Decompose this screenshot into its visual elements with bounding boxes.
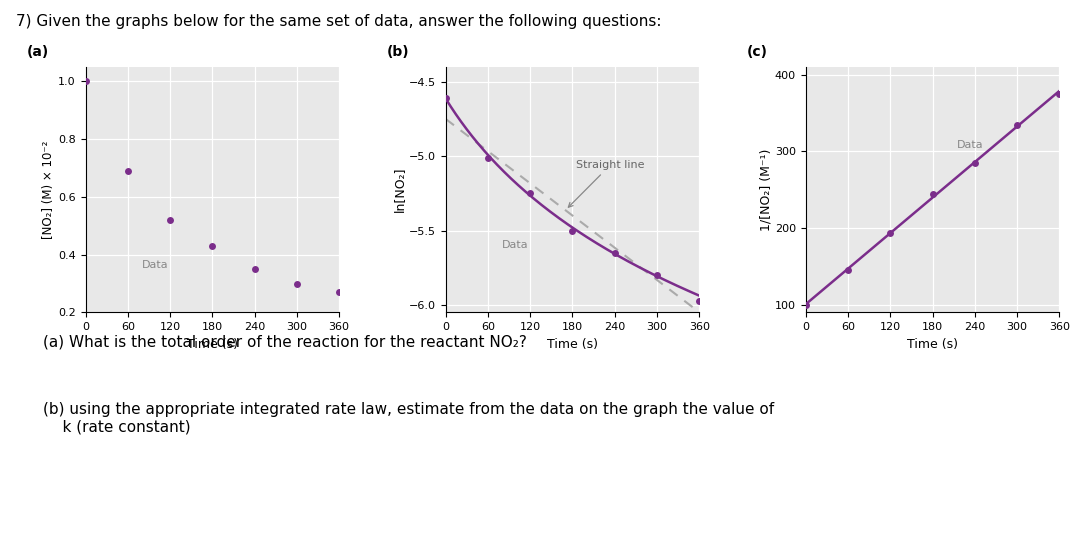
Text: Data: Data	[502, 240, 529, 251]
Text: (a): (a)	[27, 45, 49, 59]
Text: (a) What is the total order of the reaction for the reactant NO₂?: (a) What is the total order of the react…	[43, 335, 526, 350]
X-axis label: Time (s): Time (s)	[907, 338, 958, 351]
Text: 7) Given the graphs below for the same set of data, answer the following questio: 7) Given the graphs below for the same s…	[16, 14, 661, 29]
Text: (b): (b)	[387, 45, 410, 59]
X-axis label: Time (s): Time (s)	[187, 338, 238, 351]
Text: (c): (c)	[747, 45, 768, 59]
Text: (b) using the appropriate integrated rate law, estimate from the data on the gra: (b) using the appropriate integrated rat…	[43, 402, 774, 434]
Text: Straight line: Straight line	[568, 160, 644, 207]
Text: Data: Data	[142, 259, 169, 270]
X-axis label: Time (s): Time (s)	[547, 338, 598, 351]
Text: Data: Data	[958, 140, 983, 150]
Y-axis label: 1/[NO₂] (M⁻¹): 1/[NO₂] (M⁻¹)	[759, 148, 773, 231]
Y-axis label: [NO₂] (M) × 10⁻²: [NO₂] (M) × 10⁻²	[43, 141, 56, 239]
Y-axis label: ln[NO₂]: ln[NO₂]	[393, 167, 406, 213]
